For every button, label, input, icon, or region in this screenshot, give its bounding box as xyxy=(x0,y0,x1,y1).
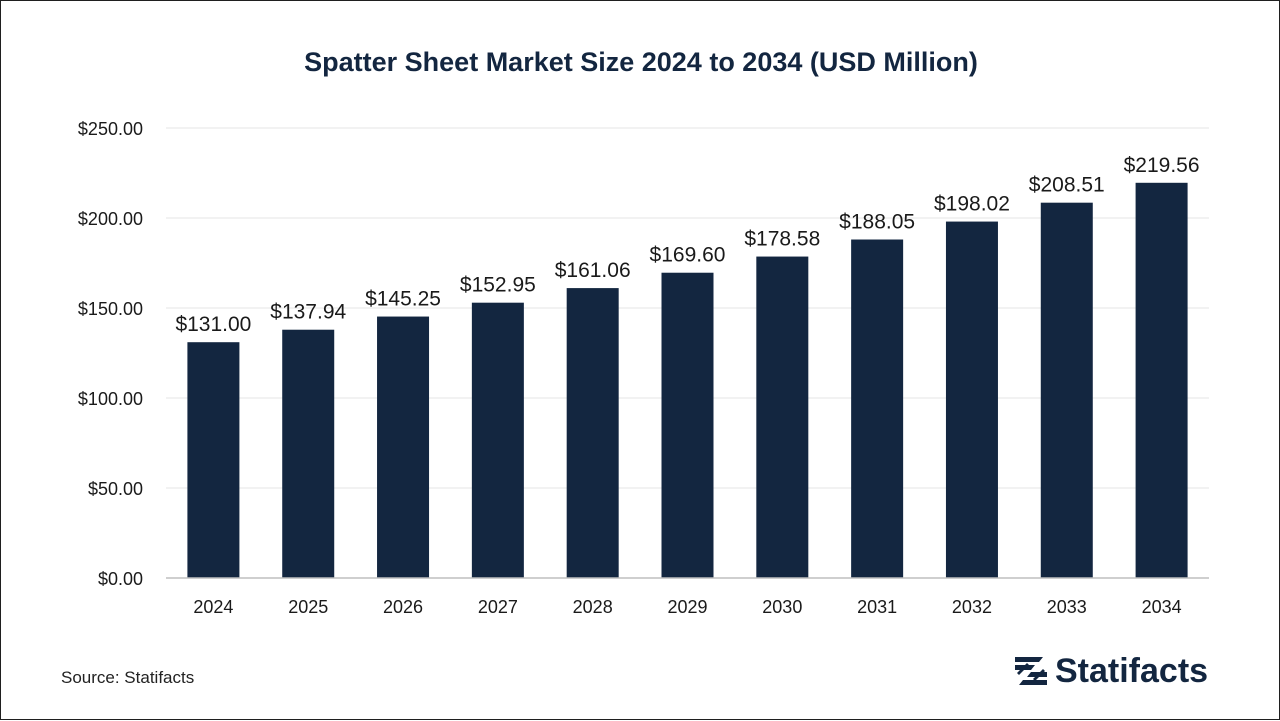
data-label: $188.05 xyxy=(839,211,915,234)
bar xyxy=(282,329,335,578)
data-label: $169.60 xyxy=(650,244,726,267)
data-label: $178.58 xyxy=(744,228,820,251)
data-label: $152.95 xyxy=(460,274,536,297)
data-label: $198.02 xyxy=(934,193,1010,216)
bar xyxy=(756,256,809,578)
chart-title: Spatter Sheet Market Size 2024 to 2034 (… xyxy=(304,47,978,77)
data-label: $208.51 xyxy=(1029,174,1105,197)
x-tick-label: 2028 xyxy=(573,597,613,617)
bar xyxy=(851,239,904,578)
y-tick-label: $200.00 xyxy=(78,209,143,229)
data-label: $145.25 xyxy=(365,288,441,311)
x-tick-label: 2031 xyxy=(857,597,897,617)
x-tick-label: 2027 xyxy=(478,597,518,617)
data-label: $161.06 xyxy=(555,259,631,282)
bar xyxy=(661,272,714,578)
bar xyxy=(1040,202,1093,578)
y-tick-label: $150.00 xyxy=(78,299,143,319)
statifacts-logo: Statifacts xyxy=(1013,651,1208,691)
y-tick-label: $50.00 xyxy=(88,479,143,499)
y-tick-label: $250.00 xyxy=(78,119,143,139)
data-label: $219.56 xyxy=(1124,154,1200,177)
x-tick-label: 2025 xyxy=(288,597,328,617)
bar xyxy=(187,342,240,578)
y-tick-label: $100.00 xyxy=(78,389,143,409)
x-tick-label: 2032 xyxy=(952,597,992,617)
logo-text: Statifacts xyxy=(1055,651,1209,690)
bar xyxy=(471,302,524,578)
statifacts-logo-icon xyxy=(1013,653,1049,689)
source-note: Source: Statifacts xyxy=(61,668,195,687)
bar xyxy=(377,316,430,578)
x-tick-label: 2033 xyxy=(1047,597,1087,617)
x-tick-label: 2030 xyxy=(762,597,802,617)
bar xyxy=(945,221,998,578)
x-tick-label: 2024 xyxy=(193,597,233,617)
bar xyxy=(1135,182,1188,579)
bar xyxy=(566,288,619,578)
data-label: $137.94 xyxy=(270,301,346,324)
x-tick-label: 2034 xyxy=(1142,597,1182,617)
x-tick-label: 2026 xyxy=(383,597,423,617)
data-label: $131.00 xyxy=(175,313,251,336)
y-tick-label: $0.00 xyxy=(98,569,143,589)
x-tick-label: 2029 xyxy=(667,597,707,617)
